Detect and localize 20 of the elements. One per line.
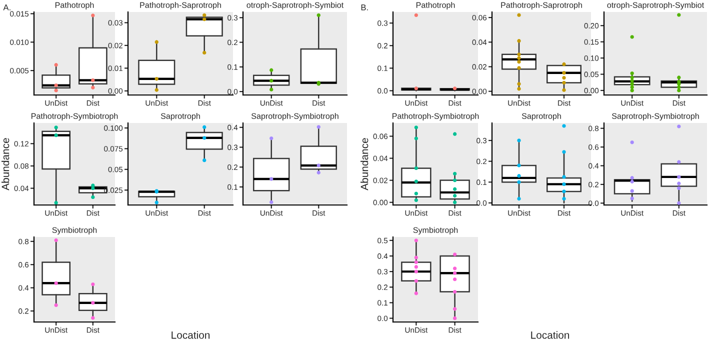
chart-title: Pathotroph [416,2,455,10]
chart-title: Symbiotroph [52,226,97,235]
chart-title: otroph-Saprotroph-Symbiot [246,2,344,10]
y-axis-title: Abundance [2,138,10,190]
chart-title: Symbiotroph [413,226,458,235]
chart-title: Pathotroph-Symbiotroph [32,112,118,121]
y-axis-title: Abundance [360,138,368,190]
chart-title: Saprotroph-Symbiotroph [251,112,338,121]
chart-title: Saprotroph [160,112,200,121]
chart-title: Saprotroph-Symbiotroph [612,112,699,121]
x-axis-title: Location [531,331,570,339]
chart-title: Pathotroph-Symbiotroph [392,112,479,121]
text: A. [3,4,10,10]
chart-title: Pathotroph-Saprotroph [140,2,221,10]
chart-title: otroph-Saprotroph-Symbiot [607,2,704,10]
chart-title: Saprotroph [522,112,561,121]
chart-title: Pathotroph-Saprotroph [501,2,582,10]
chart-title: Pathotroph [55,2,94,10]
text: B. [361,4,368,10]
x-axis-title: Location [172,331,210,339]
